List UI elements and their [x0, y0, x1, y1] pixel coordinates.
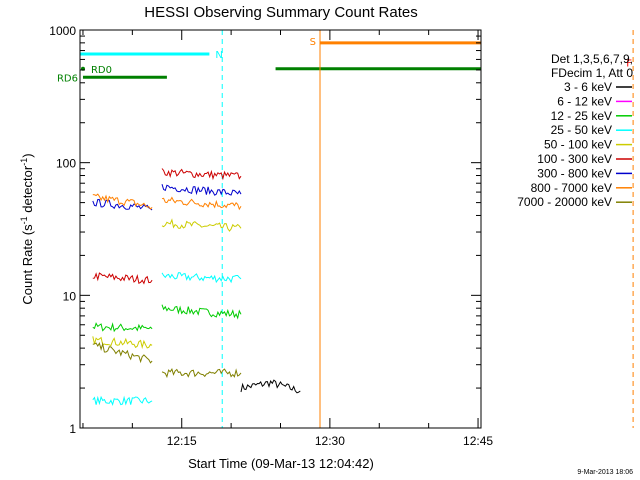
x-tick-label: 12:30	[315, 434, 345, 448]
status-label-s: S	[310, 37, 316, 48]
legend-item-label: 100 - 300 keV	[537, 152, 612, 166]
x-tick-label: 12:45	[463, 434, 493, 448]
legend-item-label: 3 - 6 keV	[564, 80, 612, 94]
x-axis-ticks: 12:15 12:30 12:45	[82, 30, 493, 448]
series-line-7-1	[161, 196, 242, 211]
y-axis-label-main: Count Rate (s	[20, 224, 35, 305]
status-bars: N S F RD6 RD0	[57, 37, 632, 84]
status-label-rd6: RD6	[57, 73, 78, 84]
series-line-2-1	[161, 304, 242, 320]
series-line-6-0	[92, 198, 153, 211]
y-axis-label-end: )	[20, 153, 35, 157]
x-tick-label: 12:15	[167, 434, 197, 448]
status-label-n: N	[215, 50, 222, 61]
legend-item-label: 12 - 25 keV	[551, 109, 612, 123]
legend-item-label: 300 - 800 keV	[537, 166, 612, 180]
y-tick-label: 10	[63, 289, 77, 303]
legend-header-2: FDecim 1, Att 0	[551, 66, 633, 80]
y-axis-label-sup1: -1	[19, 216, 29, 224]
legend: Det 1,3,5,6,7,9, FDecim 1, Att 0 3 - 6 k…	[517, 52, 633, 209]
status-label-f: F	[626, 58, 632, 69]
legend-item-label: 25 - 50 keV	[551, 123, 612, 137]
legend-item-label: 6 - 12 keV	[557, 94, 612, 108]
series-line-7-0	[92, 193, 153, 210]
series-line-8-0	[92, 342, 153, 364]
series-line-3-1	[161, 272, 242, 284]
plot-frame	[79, 29, 482, 429]
legend-header-1: Det 1,3,5,6,7,9,	[551, 52, 633, 66]
chart-title: HESSI Observing Summary Count Rates	[144, 4, 417, 21]
legend-item-label: 7000 - 20000 keV	[517, 195, 612, 209]
series-line-5-1	[161, 168, 242, 181]
y-axis-label: Count Rate (s-1 detector-1)	[19, 153, 35, 304]
series-line-4-1	[161, 218, 242, 232]
y-axis-label-sup2: -1	[19, 158, 29, 166]
status-label-rd0: RD0	[91, 65, 112, 76]
series-line-8-1	[161, 368, 242, 379]
series-line-3-0	[92, 395, 153, 407]
legend-item-label: 50 - 100 keV	[544, 138, 612, 152]
series-line-6-1	[161, 184, 242, 196]
mode-lines	[79, 30, 634, 428]
y-tick-label: 100	[56, 157, 76, 171]
timestamp: 9-Mar-2013 18:06	[577, 469, 633, 476]
series-line-0-0	[240, 379, 301, 394]
y-axis-ticks: 1 10 100 1000	[49, 24, 481, 436]
y-tick-label: 1	[69, 422, 76, 436]
x-axis-label: Start Time (09-Mar-13 12:04:42)	[188, 456, 374, 471]
series-line-5-0	[92, 272, 153, 285]
y-axis-label-mid: detector	[20, 165, 35, 216]
legend-item-label: 800 - 7000 keV	[531, 181, 612, 195]
y-tick-label: 1000	[49, 24, 76, 38]
series-lines	[92, 168, 301, 407]
series-line-2-0	[92, 322, 153, 333]
